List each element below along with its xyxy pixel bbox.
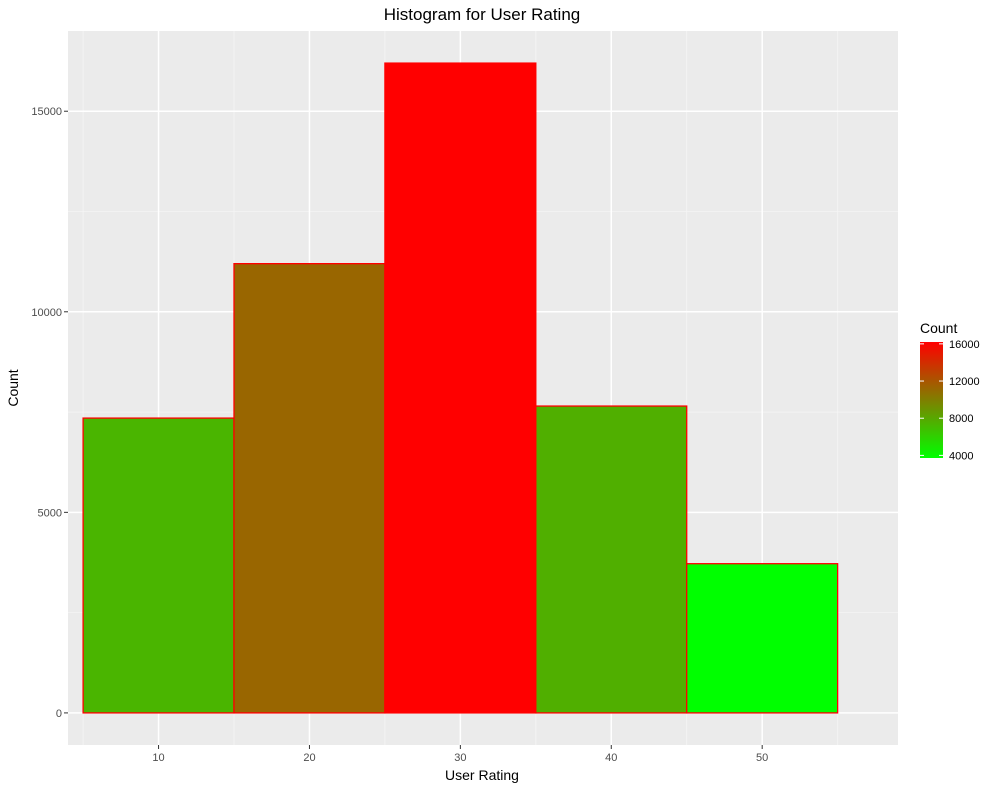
legend-title: Count: [920, 320, 957, 336]
x-tick-label: 40: [605, 752, 617, 764]
legend-tick-label: 4000: [949, 450, 973, 462]
x-axis-title: User Rating: [445, 767, 519, 783]
histogram-bar: [233, 263, 386, 714]
y-axis: 0 5000 10000 15000: [31, 106, 68, 720]
chart-title: Histogram for User Rating: [384, 5, 581, 24]
legend-tick-label: 8000: [949, 413, 973, 425]
x-tick-label: 30: [454, 752, 466, 764]
y-tick-label: 15000: [31, 106, 62, 118]
x-tick-label: 20: [303, 752, 315, 764]
x-axis: 10 20 30 40 50: [152, 745, 768, 764]
bars-group: [82, 62, 839, 714]
legend-colorbar: [920, 342, 943, 458]
y-tick-label: 0: [56, 708, 62, 720]
histogram-bar: [686, 563, 839, 714]
y-tick-label: 10000: [31, 307, 62, 319]
legend-tick-label: 12000: [949, 376, 980, 388]
color-legend: Count 4000 8000 12000 16000: [920, 320, 980, 462]
histogram-bar: [535, 405, 688, 714]
y-tick-label: 5000: [38, 507, 62, 519]
y-axis-title: Count: [5, 369, 21, 406]
histogram-bar: [82, 417, 235, 714]
legend-tick-label: 16000: [949, 339, 980, 351]
legend-ticks: 4000 8000 12000 16000: [920, 339, 980, 462]
x-tick-label: 50: [756, 752, 768, 764]
x-tick-label: 10: [152, 752, 164, 764]
histogram-bar: [384, 62, 537, 714]
